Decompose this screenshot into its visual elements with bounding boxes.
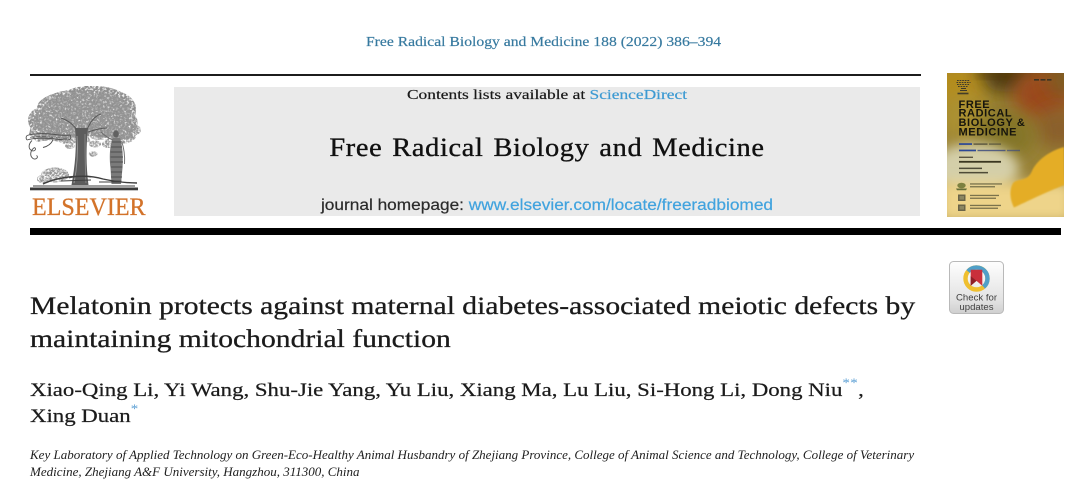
- svg-text:FREE: FREE: [959, 99, 991, 111]
- svg-text:Check for: Check for: [956, 293, 998, 304]
- svg-text:RADICAL: RADICAL: [959, 108, 1013, 120]
- svg-text:MEDICINE: MEDICINE: [959, 126, 1018, 138]
- svg-text:BIOLOGY &: BIOLOGY &: [959, 117, 1026, 129]
- svg-text:updates: updates: [959, 302, 993, 313]
